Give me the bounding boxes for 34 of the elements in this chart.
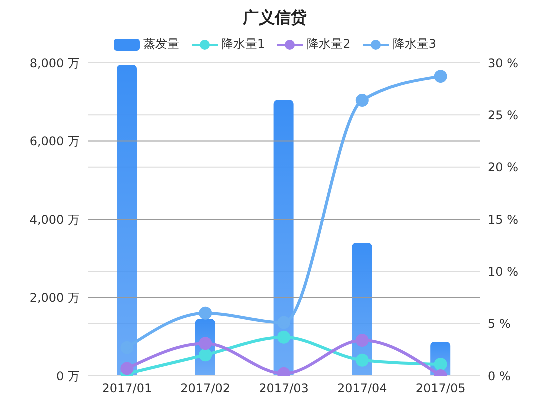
legend-label: 降水量1 — [220, 36, 266, 53]
x-tick-label: 2017/04 — [337, 382, 388, 396]
y2-tick-label: 15 % — [488, 212, 518, 227]
x-tick-label: 2017/01 — [102, 382, 152, 396]
point — [278, 330, 290, 344]
point — [356, 94, 369, 108]
y-tick-label: 8,000 万 — [30, 56, 80, 70]
point — [120, 362, 134, 376]
y2-tick-label: 25 % — [488, 108, 518, 122]
point — [278, 316, 290, 330]
x-tick-label: 2017/05 — [416, 382, 466, 396]
legend-label: 蒸发量 — [142, 36, 180, 53]
y-tick-label: 2,000 万 — [30, 291, 80, 306]
y-tick-label: 6,000 万 — [30, 134, 80, 149]
chart-title: 广义信贷 — [242, 8, 308, 29]
y-tick-label: 0 万 — [56, 369, 80, 384]
y2-tick-label: 0 % — [488, 369, 511, 384]
point — [356, 334, 369, 348]
point — [199, 306, 212, 320]
y2-tick-label: 20 % — [488, 160, 518, 175]
legend-label: 降水量2 — [306, 36, 351, 53]
bar — [274, 100, 294, 376]
y2-tick-label: 10 % — [488, 264, 518, 279]
point — [199, 348, 212, 362]
point — [199, 337, 212, 350]
bar — [117, 64, 137, 376]
legend-label: 降水量3 — [392, 36, 436, 53]
x-tick-label: 2017/02 — [180, 382, 231, 396]
y2-tick-label: 30 % — [488, 56, 518, 70]
y2-tick-label: 5 % — [488, 317, 511, 332]
point — [356, 354, 369, 367]
x-tick-label: 2017/03 — [259, 382, 309, 396]
y-tick-label: 4,000 万 — [30, 212, 80, 227]
point — [434, 70, 448, 84]
